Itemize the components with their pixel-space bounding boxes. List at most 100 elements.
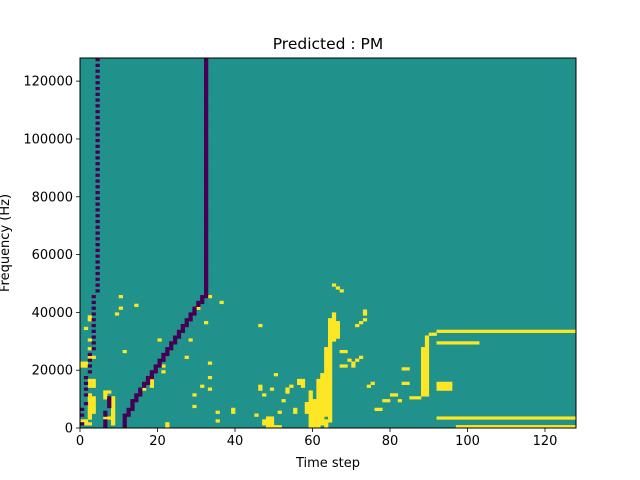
- heatmap-cell: [440, 416, 445, 420]
- heatmap-cell: [328, 318, 333, 322]
- heatmap-cell: [328, 404, 333, 409]
- heatmap-cell: [204, 170, 209, 174]
- heatmap-cell: [107, 396, 112, 400]
- heatmap-cell: [95, 283, 100, 287]
- heatmap-cell: [324, 419, 329, 423]
- heatmap-cell: [95, 190, 100, 195]
- heatmap-cells: [80, 58, 577, 429]
- heatmap-cell: [459, 329, 464, 333]
- heatmap-cell: [324, 370, 329, 374]
- heatmap-cell: [386, 399, 391, 403]
- heatmap-cell: [308, 390, 313, 394]
- heatmap-cell: [176, 332, 182, 336]
- heatmap-cell: [95, 266, 100, 270]
- heatmap-cell: [328, 399, 333, 403]
- heatmap-cell: [529, 329, 534, 333]
- heatmap-cell: [475, 416, 480, 420]
- heatmap-cell: [157, 338, 162, 342]
- heatmap-cell: [421, 378, 426, 383]
- heatmap-cell: [200, 295, 205, 299]
- heatmap-cell: [95, 138, 100, 143]
- heatmap-cell: [111, 416, 116, 420]
- heatmap-cell: [111, 399, 116, 403]
- heatmap-cell: [328, 413, 333, 417]
- heatmap-cell: [467, 425, 472, 429]
- heatmap-cell: [564, 416, 569, 420]
- heatmap-cell: [204, 150, 209, 154]
- heatmap-cell: [204, 283, 209, 287]
- heatmap-cell: [521, 329, 526, 333]
- heatmap-cell: [421, 384, 426, 388]
- heatmap-cell: [328, 335, 333, 339]
- heatmap-cell: [207, 295, 213, 299]
- heatmap-cell: [204, 95, 209, 99]
- heatmap-cell: [517, 425, 523, 429]
- heatmap-cell: [142, 384, 147, 388]
- heatmap-cell: [196, 303, 201, 307]
- heatmap-cell: [91, 410, 96, 414]
- heatmap-cell: [91, 312, 96, 316]
- heatmap-cell: [390, 393, 395, 397]
- y-tick-label: 20000: [32, 364, 73, 379]
- heatmap-cell: [192, 393, 197, 397]
- x-tick-label: 120: [533, 434, 558, 449]
- heatmap-cell: [572, 425, 577, 429]
- heatmap-cell: [328, 338, 333, 342]
- heatmap-cell: [91, 378, 96, 383]
- heatmap-cell: [103, 396, 108, 400]
- heatmap-cell: [281, 399, 286, 403]
- heatmap-cell: [173, 335, 178, 339]
- heatmap-cell: [95, 86, 100, 91]
- heatmap-cell: [328, 341, 333, 345]
- heatmap-cell: [83, 375, 89, 380]
- heatmap-cell: [316, 401, 321, 406]
- heatmap-cell: [95, 156, 100, 160]
- heatmap-cell: [184, 321, 189, 325]
- heatmap-cell: [204, 214, 209, 218]
- heatmap-cell: [328, 349, 333, 354]
- heatmap-cell: [316, 390, 321, 394]
- heatmap-cell: [95, 104, 100, 108]
- heatmap-cell: [91, 295, 96, 299]
- heatmap-cell: [324, 407, 329, 412]
- heatmap-cell: [173, 341, 178, 345]
- heatmap-cell: [328, 375, 333, 380]
- heatmap-cell: [328, 347, 333, 351]
- heatmap-cell: [91, 355, 96, 359]
- heatmap-cell: [424, 344, 430, 348]
- heatmap-cell: [219, 300, 224, 305]
- heatmap-cell: [204, 196, 209, 200]
- heatmap-cell: [316, 387, 321, 391]
- heatmap-cell: [204, 98, 209, 102]
- heatmap-cell: [424, 347, 430, 351]
- heatmap-cell: [180, 329, 185, 333]
- heatmap-cell: [335, 321, 340, 325]
- heatmap-cell: [486, 416, 492, 420]
- heatmap-cell: [424, 335, 430, 339]
- heatmap-cell: [320, 404, 325, 409]
- heatmap-cell: [204, 240, 209, 244]
- heatmap-cell: [494, 425, 499, 429]
- heatmap-cell: [463, 425, 468, 429]
- heatmap-cell: [471, 341, 476, 345]
- heatmap-cell: [483, 425, 488, 429]
- heatmap-cell: [560, 329, 565, 333]
- heatmap-cell: [316, 384, 321, 388]
- heatmap-cell: [483, 329, 488, 333]
- heatmap-cell: [80, 422, 85, 426]
- heatmap-cell: [424, 375, 430, 380]
- heatmap-cell: [91, 306, 96, 310]
- heatmap-cell: [475, 329, 480, 333]
- heatmap-cell: [204, 162, 209, 166]
- heatmap-cell: [328, 384, 333, 388]
- heatmap-cell: [277, 425, 282, 429]
- heatmap-cell: [204, 130, 209, 134]
- heatmap-cell: [444, 384, 449, 388]
- heatmap-cell: [494, 416, 499, 420]
- heatmap-cell: [312, 399, 317, 403]
- y-tick-label: 0: [65, 422, 73, 437]
- heatmap-cell: [83, 364, 89, 368]
- heatmap-cell: [359, 321, 364, 325]
- heatmap-cell: [103, 410, 108, 414]
- heatmap-cell: [421, 373, 426, 377]
